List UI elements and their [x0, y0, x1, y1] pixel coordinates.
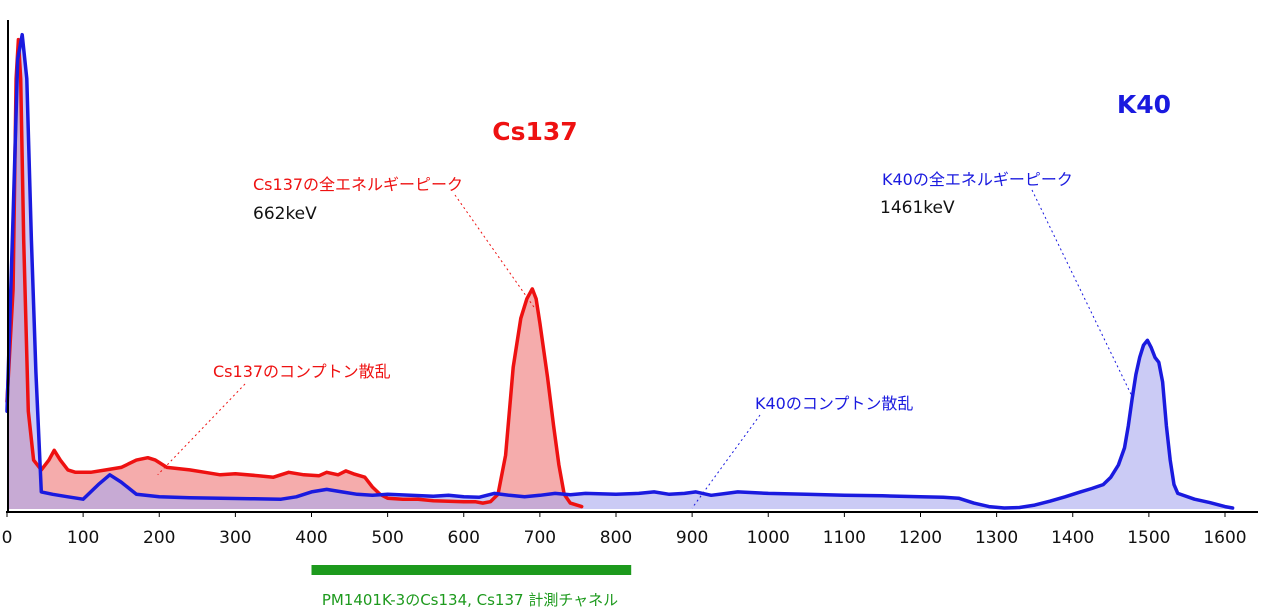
cs137-peak-label: Cs137の全エネルギーピーク: [253, 175, 463, 194]
x-tick-label: 1000: [747, 528, 790, 548]
k40-title: K40: [1117, 90, 1171, 119]
k40-compton-label: K40のコンプトン散乱: [755, 394, 913, 413]
k40-peak-leader: [1031, 189, 1133, 397]
x-tick-label: 300: [219, 528, 251, 548]
k40-line: [5, 32, 1235, 510]
series-lines: [5, 32, 1235, 510]
x-tick-label: 500: [371, 528, 403, 548]
k40-peak-label: K40の全エネルギーピーク: [882, 170, 1073, 189]
x-tick-label: 1500: [1127, 528, 1170, 548]
k40-area: [7, 34, 1233, 509]
cs137-compton-leader: [157, 383, 246, 476]
k40-compton-leader: [691, 414, 761, 509]
measurement-window-label: PM1401K-3のCs134, Cs137 計測チャネル: [322, 591, 618, 609]
cs137-peak-energy: 662keV: [253, 204, 317, 224]
x-tick-label: 900: [676, 528, 708, 548]
cs137-peak-leader: [454, 194, 536, 309]
cs137-compton-label: Cs137のコンプトン散乱: [213, 362, 391, 381]
x-tick-label: 1100: [823, 528, 866, 548]
cs137-area: [7, 39, 582, 509]
x-tick-label: 1400: [1051, 528, 1094, 548]
x-tick-label: 1600: [1203, 528, 1246, 548]
x-tick-label: 700: [524, 528, 556, 548]
x-tick-label: 600: [448, 528, 480, 548]
x-tick-label: 400: [295, 528, 327, 548]
x-tick-label: 1200: [899, 528, 942, 548]
cs137-line: [5, 37, 584, 509]
x-tick-label: 100: [67, 528, 99, 548]
x-tick-label: 200: [143, 528, 175, 548]
x-tick-label: 1300: [975, 528, 1018, 548]
cs137-title: Cs137: [492, 117, 577, 146]
x-tick-label: 0: [2, 528, 13, 548]
annotation-leaders: [157, 189, 1133, 509]
x-axis-ticks: 0 100 200 300 400 500 600 700 800 900 1000 1100 1200…: [2, 512, 1247, 548]
k40-peak-energy: 1461keV: [880, 198, 955, 218]
x-tick-label: 800: [600, 528, 632, 548]
series-fills: [7, 34, 1233, 509]
measurement-window-bar: [311, 565, 632, 575]
